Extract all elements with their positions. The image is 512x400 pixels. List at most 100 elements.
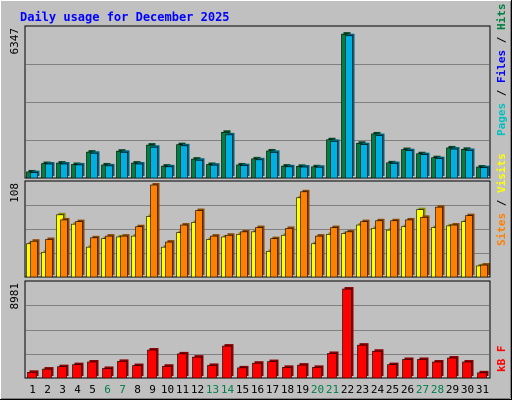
files-bar-17 (270, 150, 280, 179)
files-bar-24 (375, 133, 385, 179)
sites-bar-13 (210, 234, 220, 278)
x-tick-label: 17 (266, 383, 279, 396)
files-bar-21 (330, 139, 340, 179)
kbytes-bar-1 (27, 370, 39, 379)
sites-bar-7 (120, 234, 130, 278)
files-bar-14 (225, 132, 235, 179)
sites-bar-4 (75, 219, 85, 278)
y-axis-max-label-1: 6347 (8, 28, 21, 55)
sites-bar-5 (90, 235, 100, 278)
files-bar-15 (240, 163, 250, 179)
files-bar-22 (345, 33, 355, 179)
kbytes-bar-12 (192, 355, 204, 379)
kbytes-bar-23 (357, 343, 369, 379)
files-bar-23 (360, 142, 370, 179)
sites-bar-23 (360, 219, 370, 278)
kbytes-bar-13 (207, 363, 219, 379)
x-tick-label: 19 (296, 383, 309, 396)
files-bar-8 (135, 162, 145, 179)
files-bar-19 (300, 165, 310, 179)
x-tick-label: 5 (89, 383, 96, 396)
kbytes-bar-7 (117, 359, 129, 379)
kbytes-bar-24 (372, 349, 384, 379)
kbytes-bar-3 (57, 364, 69, 379)
sites-bar-16 (255, 225, 265, 278)
files-bar-29 (450, 147, 460, 179)
kbytes-bar-11 (177, 351, 189, 379)
sites-bar-8 (135, 224, 145, 278)
files-bar-26 (405, 148, 415, 179)
x-tick-label: 1 (29, 383, 36, 396)
x-tick-label: 18 (281, 383, 294, 396)
x-tick-label: 16 (251, 383, 264, 396)
files-bar-20 (315, 165, 325, 179)
files-bar-13 (210, 163, 220, 179)
kbytes-bar-17 (267, 359, 279, 379)
files-bar-28 (435, 156, 445, 179)
sites-bar-10 (165, 240, 175, 278)
x-tick-label: 13 (206, 383, 219, 396)
sites-bar-12 (195, 208, 205, 278)
files-bar-10 (165, 164, 175, 179)
sites-bar-18 (285, 226, 295, 278)
legend-entry-sites: Sites (495, 213, 508, 246)
kbytes-bar-29 (447, 356, 459, 379)
kbytes-bar-2 (42, 367, 54, 379)
kbytes-bar-22 (342, 287, 354, 379)
y-axis-max-label-2: 108 (8, 183, 21, 203)
kbytes-bar-19 (297, 363, 309, 379)
x-tick-label: 30 (461, 383, 474, 396)
y-axis-max-label-3: 8981 (8, 283, 21, 310)
files-bar-9 (150, 145, 160, 179)
kbytes-bar-31 (477, 370, 489, 379)
x-tick-label: 20 (311, 383, 324, 396)
files-bar-3 (60, 162, 70, 179)
kbytes-bar-9 (147, 348, 159, 379)
legend-1: Pages / Files / Hits (495, 4, 508, 137)
x-tick-label: 12 (191, 383, 204, 396)
sites-bar-3 (60, 217, 70, 278)
sites-bar-21 (330, 225, 340, 278)
legend-entry-kb-f: kB F (495, 346, 508, 373)
files-bar-7 (120, 150, 130, 179)
files-bar-6 (105, 163, 115, 179)
kbytes-bar-26 (402, 357, 414, 379)
files-bar-18 (285, 164, 295, 179)
files-bar-1 (30, 170, 40, 179)
sites-bar-1 (30, 239, 40, 278)
files-bar-31 (480, 165, 490, 179)
legend-entry-hits: Hits (495, 4, 508, 31)
x-tick-label: 26 (401, 383, 414, 396)
x-tick-label: 21 (326, 383, 339, 396)
x-tick-label: 2 (44, 383, 51, 396)
kbytes-bar-5 (87, 359, 99, 379)
x-tick-label: 7 (119, 383, 126, 396)
kbytes-bar-18 (282, 365, 294, 379)
sites-bar-2 (45, 237, 55, 278)
x-tick-label: 11 (176, 383, 189, 396)
kbytes-bar-21 (327, 351, 339, 379)
sites-bar-29 (450, 223, 460, 278)
x-tick-label: 23 (356, 383, 369, 396)
files-bar-12 (195, 158, 205, 179)
chart-title: Daily usage for December 2025 (20, 10, 230, 24)
legend-3: kB F (495, 346, 508, 373)
sites-bar-9 (150, 183, 160, 278)
sites-bar-26 (405, 217, 415, 278)
kbytes-bar-16 (252, 361, 264, 379)
x-tick-label: 25 (386, 383, 399, 396)
x-tick-label: 3 (59, 383, 66, 396)
x-tick-label: 6 (104, 383, 111, 396)
x-tick-label: 29 (446, 383, 459, 396)
kbytes-bar-20 (312, 365, 324, 379)
kbytes-bar-25 (387, 362, 399, 379)
sites-bar-22 (345, 229, 355, 278)
files-bar-25 (390, 161, 400, 179)
files-bar-27 (420, 152, 430, 179)
sites-bar-20 (315, 234, 325, 278)
x-tick-label: 27 (416, 383, 429, 396)
kbytes-bar-27 (417, 357, 429, 379)
kbytes-bar-30 (462, 359, 474, 379)
kbytes-bar-6 (102, 366, 114, 379)
